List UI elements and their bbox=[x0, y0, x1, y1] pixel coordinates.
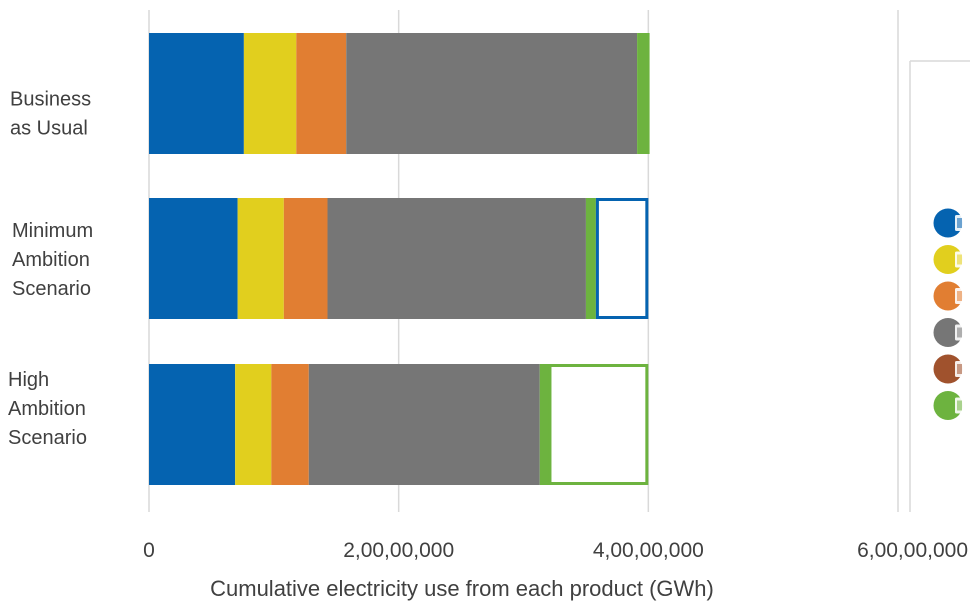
bar-segment-2-4 bbox=[539, 364, 550, 485]
bar-segment-2-2 bbox=[271, 364, 309, 485]
category-label-1-2: Scenario bbox=[12, 278, 91, 300]
category-label-0-0: Business bbox=[10, 89, 91, 111]
air-conditioner-icon bbox=[933, 318, 964, 347]
bar-segment-1-3 bbox=[327, 198, 586, 319]
bar-segment-1-4 bbox=[585, 198, 596, 319]
bar-segment-0-1 bbox=[243, 33, 297, 154]
bar-segment-2-0 bbox=[149, 364, 236, 485]
bars bbox=[149, 33, 650, 485]
bar-segment-1-2 bbox=[283, 198, 328, 319]
x-tick-label-3: 6,00,00,000 bbox=[857, 539, 968, 562]
bar-segment-0-3 bbox=[346, 33, 638, 154]
category-label-2-1: Ambition bbox=[8, 398, 86, 420]
legend-panel bbox=[909, 60, 970, 512]
x-tick-label-2: 4,00,00,000 bbox=[593, 539, 704, 562]
bar-segment-2-1 bbox=[235, 364, 272, 485]
transformer-icon bbox=[933, 391, 964, 420]
category-label-0-1: as Usual bbox=[10, 118, 88, 140]
category-labels: Business as Usual Minimum Ambition Scenario H… bbox=[8, 89, 93, 450]
x-tick-label-1: 2,00,00,000 bbox=[343, 539, 454, 562]
x-tick-labels: 0 2,00,00,000 4,00,00,000 6,00,00,000 bbox=[143, 539, 968, 562]
category-label-2-0: High bbox=[8, 369, 49, 391]
x-axis-title: Cumulative electricity use from each pro… bbox=[210, 576, 714, 601]
bar-segment-0-2 bbox=[296, 33, 347, 154]
bar-segment-0-4 bbox=[637, 33, 650, 154]
category-label-1-1: Ambition bbox=[12, 249, 90, 271]
bar-segment-2-3 bbox=[308, 364, 540, 485]
category-label-2-2: Scenario bbox=[8, 427, 87, 449]
legend-icons bbox=[933, 208, 964, 420]
savings-box-1 bbox=[548, 364, 649, 485]
savings-box-0 bbox=[595, 198, 649, 319]
bar-segment-0-0 bbox=[149, 33, 244, 154]
bar-segment-1-0 bbox=[149, 198, 238, 319]
category-label-1-0: Minimum bbox=[12, 220, 93, 242]
bar-segment-1-1 bbox=[237, 198, 284, 319]
refrigerator-icon bbox=[933, 245, 964, 274]
x-tick-label-0: 0 bbox=[143, 539, 155, 562]
lighting-icon bbox=[933, 208, 964, 238]
cabinet-icon bbox=[933, 281, 964, 311]
motor-icon bbox=[933, 354, 964, 384]
